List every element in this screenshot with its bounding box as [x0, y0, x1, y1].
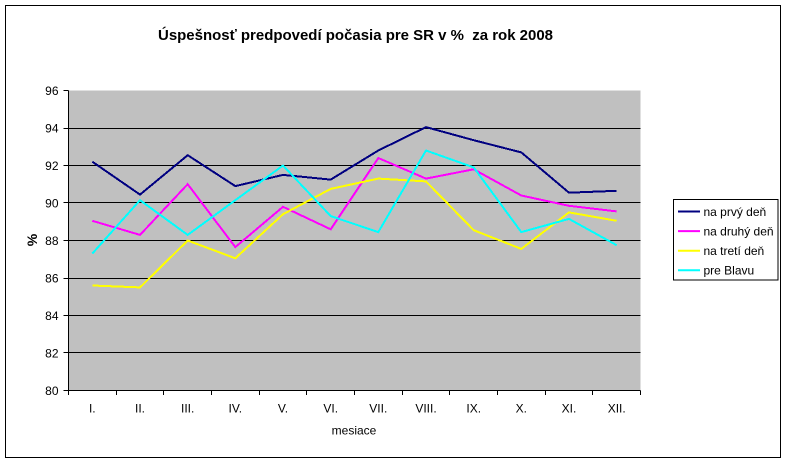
svg-text:90: 90 [45, 196, 59, 210]
svg-text:%: % [24, 233, 40, 246]
svg-text:II.: II. [135, 402, 145, 416]
svg-text:94: 94 [45, 121, 59, 135]
svg-text:Úspešnosť predpovedí počasia p: Úspešnosť predpovedí počasia pre SR v % … [158, 26, 553, 44]
svg-text:I.: I. [89, 402, 96, 416]
svg-text:96: 96 [45, 84, 59, 98]
svg-text:na tretí deň: na tretí deň [704, 244, 765, 258]
svg-text:84: 84 [45, 309, 59, 323]
svg-text:92: 92 [45, 159, 59, 173]
svg-text:V.: V. [278, 402, 288, 416]
svg-text:80: 80 [45, 384, 59, 398]
svg-text:na prvý deň: na prvý deň [704, 205, 767, 219]
svg-text:88: 88 [45, 234, 59, 248]
svg-text:mesiace: mesiace [332, 424, 377, 438]
svg-text:IX.: IX. [466, 402, 481, 416]
svg-text:86: 86 [45, 271, 59, 285]
svg-text:82: 82 [45, 346, 59, 360]
svg-text:VI.: VI. [323, 402, 338, 416]
svg-text:VII.: VII. [369, 402, 387, 416]
svg-text:VIII.: VIII. [415, 402, 436, 416]
svg-text:IV.: IV. [229, 402, 243, 416]
svg-text:XI.: XI. [562, 402, 577, 416]
svg-text:XII.: XII. [608, 402, 626, 416]
svg-text:na druhý deň: na druhý deň [704, 224, 774, 238]
svg-text:III.: III. [181, 402, 194, 416]
svg-text:pre Blavu: pre Blavu [704, 264, 755, 278]
svg-text:X.: X. [516, 402, 527, 416]
